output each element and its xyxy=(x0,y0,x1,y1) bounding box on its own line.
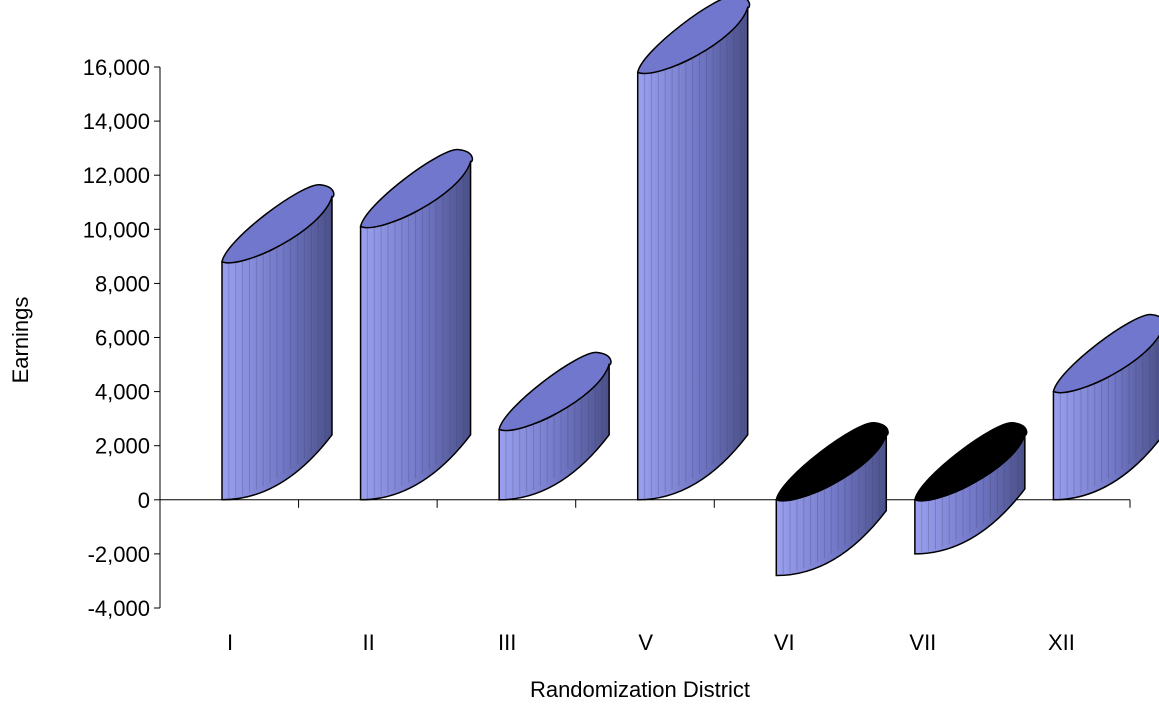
bar xyxy=(636,0,751,501)
y-axis-title: Earnings xyxy=(8,297,33,384)
y-tick-label: 12,000 xyxy=(83,163,150,188)
bar-top xyxy=(775,422,889,502)
bar-top xyxy=(498,351,612,432)
bar xyxy=(221,184,335,501)
bar xyxy=(775,422,889,577)
x-tick-label: VII xyxy=(909,630,936,655)
bar-top xyxy=(359,148,474,229)
x-tick-label: III xyxy=(498,630,516,655)
bars xyxy=(221,0,1159,577)
y-axis: -4,000 -2,000 0 2,000 4,000 6,000 8,000 10,000 1… xyxy=(83,55,161,621)
bar xyxy=(359,148,474,501)
x-tick-labels: I II III V VI VII XII xyxy=(227,630,1075,655)
y-tick-label: -4,000 xyxy=(88,596,150,621)
bar-top xyxy=(221,184,335,264)
x-tick-label: VI xyxy=(774,630,795,655)
y-tick-label: 0 xyxy=(138,488,150,513)
y-tick-label: 10,000 xyxy=(83,217,150,242)
bar-top xyxy=(1052,313,1159,394)
bar-top xyxy=(914,422,1028,502)
y-tick-label: 16,000 xyxy=(83,55,150,80)
bar xyxy=(498,351,612,501)
y-tick-label: 4,000 xyxy=(95,380,150,405)
x-tick-label: XII xyxy=(1048,630,1075,655)
x-tick-label: I xyxy=(227,630,233,655)
bar-top xyxy=(636,0,751,75)
y-tick-label: 8,000 xyxy=(95,271,150,296)
y-tick-label: -2,000 xyxy=(88,542,150,567)
x-axis-title: Randomization District xyxy=(530,677,750,702)
x-tick-label: V xyxy=(638,630,653,655)
bar xyxy=(1052,313,1159,501)
bar xyxy=(914,422,1028,555)
y-tick-label: 6,000 xyxy=(95,326,150,351)
y-tick-label: 14,000 xyxy=(83,109,150,134)
x-tick-label: II xyxy=(362,630,374,655)
y-tick-label: 2,000 xyxy=(95,434,150,459)
